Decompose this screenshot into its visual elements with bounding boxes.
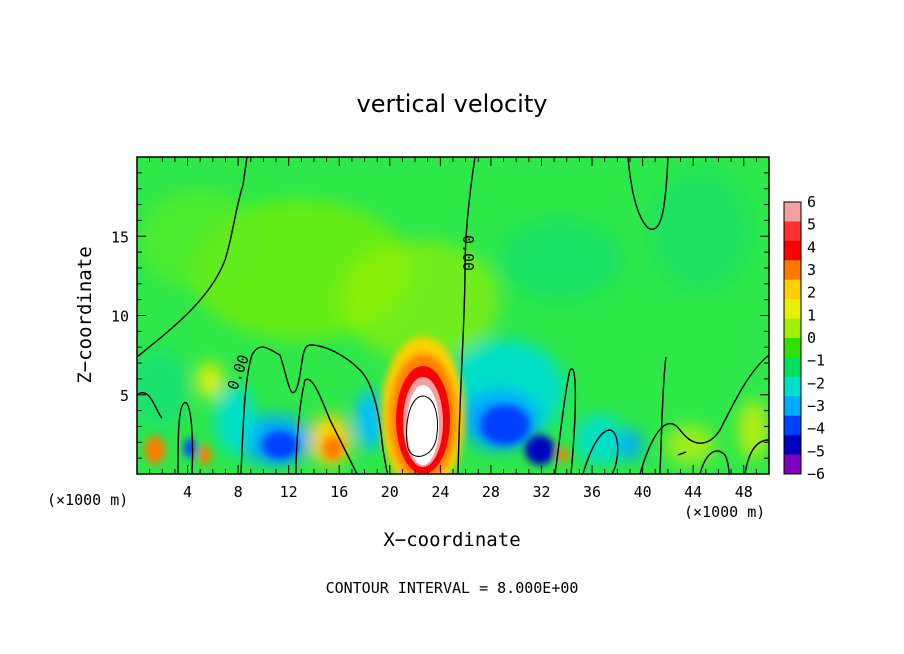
colorbar-label: 3 — [807, 261, 816, 279]
x-units-left: (×1000 m) — [47, 491, 128, 509]
x-tick-label: 8 — [234, 483, 243, 501]
x-tick-label: 24 — [431, 483, 449, 501]
colorbar-frame — [783, 201, 802, 475]
x-tick-label: 28 — [482, 483, 500, 501]
x-tick-label: 40 — [634, 483, 652, 501]
x-units-right: (×1000 m) — [684, 503, 765, 521]
y-tick-label: 5 — [120, 387, 129, 405]
colorbar-label: 2 — [807, 284, 816, 302]
colorbar-swatch — [784, 435, 801, 456]
x-tick-label: 44 — [684, 483, 702, 501]
colorbar-label: −3 — [807, 397, 825, 415]
colorbar-label: 6 — [807, 193, 816, 211]
colorbar-swatch — [784, 318, 801, 339]
colorbar-swatch — [784, 279, 801, 300]
colorbar-swatch — [784, 396, 801, 417]
y-tick-label: 15 — [111, 228, 129, 246]
x-tick-label: 20 — [381, 483, 399, 501]
colorbar-label: −2 — [807, 374, 825, 392]
chart-title: vertical velocity — [357, 90, 548, 118]
y-tick-label: 10 — [111, 308, 129, 326]
x-axis-label: X−coordinate — [383, 529, 520, 551]
colorbar-label: −1 — [807, 352, 825, 370]
colorbar-swatch — [784, 240, 801, 261]
colorbar-label: 0 — [807, 329, 816, 347]
colorbar: 6 5 4 3 2 1 0 −1 −2 −3 −4 −5 −6 — [783, 193, 825, 483]
x-tick-label: 12 — [280, 483, 298, 501]
y-axis-label: Z−coordinate — [74, 246, 96, 383]
x-tick-label: 4 — [183, 483, 192, 501]
x-tick-label: 36 — [583, 483, 601, 501]
colorbar-swatch — [784, 376, 801, 397]
colorbar-label: −6 — [807, 465, 825, 483]
colorbar-swatch — [784, 415, 801, 436]
colorbar-swatch — [784, 357, 801, 378]
colorbar-label: −5 — [807, 442, 825, 460]
colorbar-label: −4 — [807, 420, 825, 438]
colorbar-swatch — [784, 221, 801, 242]
x-tick-label: 32 — [532, 483, 550, 501]
velocity-field — [137, 157, 769, 474]
colorbar-label: 1 — [807, 306, 816, 324]
colorbar-swatch — [784, 202, 801, 222]
x-tick-label: 16 — [330, 483, 348, 501]
colorbar-swatch — [784, 299, 801, 320]
colorbar-swatch — [784, 260, 801, 281]
x-tick-label: 48 — [735, 483, 753, 501]
colorbar-label: 5 — [807, 216, 816, 234]
colorbar-swatch — [784, 338, 801, 358]
contour-interval-note: CONTOUR INTERVAL = 8.000E+00 — [326, 579, 579, 597]
contour-label-top: 0.00 — [459, 235, 477, 271]
colorbar-label: 4 — [807, 238, 816, 256]
colorbar-swatch — [784, 454, 801, 475]
axis-ticks — [137, 157, 769, 474]
